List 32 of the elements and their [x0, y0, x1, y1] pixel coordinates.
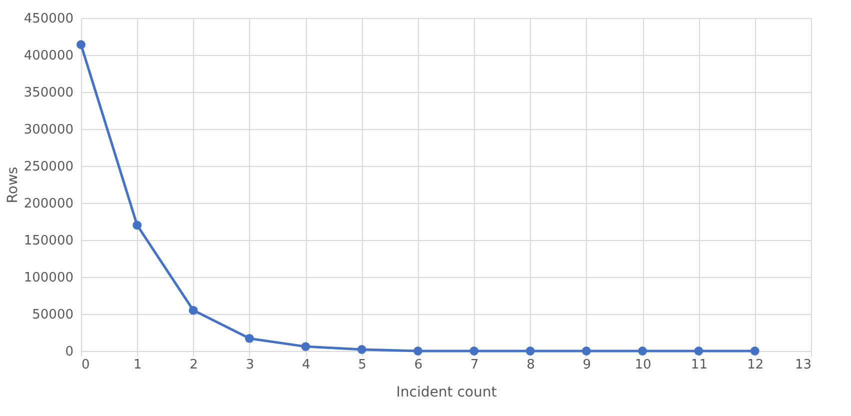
y-tick-label: 450000 — [24, 12, 74, 26]
y-tick-label: 150000 — [24, 234, 74, 248]
y-tick-label: 200000 — [24, 196, 74, 212]
x-tick-label: 1 — [134, 358, 142, 372]
y-tick-label: 300000 — [24, 122, 74, 138]
point — [357, 345, 366, 354]
y-tick-label: 400000 — [24, 48, 74, 64]
x-tick-label: 5 — [358, 358, 366, 372]
x-tick-label: 7 — [470, 358, 479, 372]
x-tick-label: 9 — [582, 358, 592, 372]
y-axis-title: Rows — [4, 166, 21, 204]
y-tick-label: 100000 — [24, 270, 74, 286]
x-tick-label: 6 — [414, 358, 423, 372]
x-tick-label: 13 — [794, 358, 812, 372]
x-tick-label: 12 — [747, 358, 764, 372]
point — [188, 306, 198, 315]
point — [301, 342, 310, 352]
x-tick-label: 0 — [82, 358, 90, 372]
point — [132, 220, 142, 230]
y-tick-label: 250000 — [24, 160, 74, 174]
y-tick-label: 50000 — [32, 308, 74, 322]
y-tick-label: 0 — [65, 344, 74, 360]
y-tick-label: 350000 — [24, 86, 74, 100]
x-tick-label: 10 — [634, 358, 652, 372]
point — [244, 334, 254, 343]
point — [76, 40, 86, 50]
x-tick-label: 3 — [246, 358, 254, 372]
x-tick-label: 8 — [526, 358, 535, 372]
x-tick-label: 11 — [690, 358, 708, 372]
x-tick-label: 2 — [190, 358, 198, 372]
x-axis-title: Incident count — [396, 384, 498, 400]
x-tick-label: 4 — [302, 358, 310, 372]
